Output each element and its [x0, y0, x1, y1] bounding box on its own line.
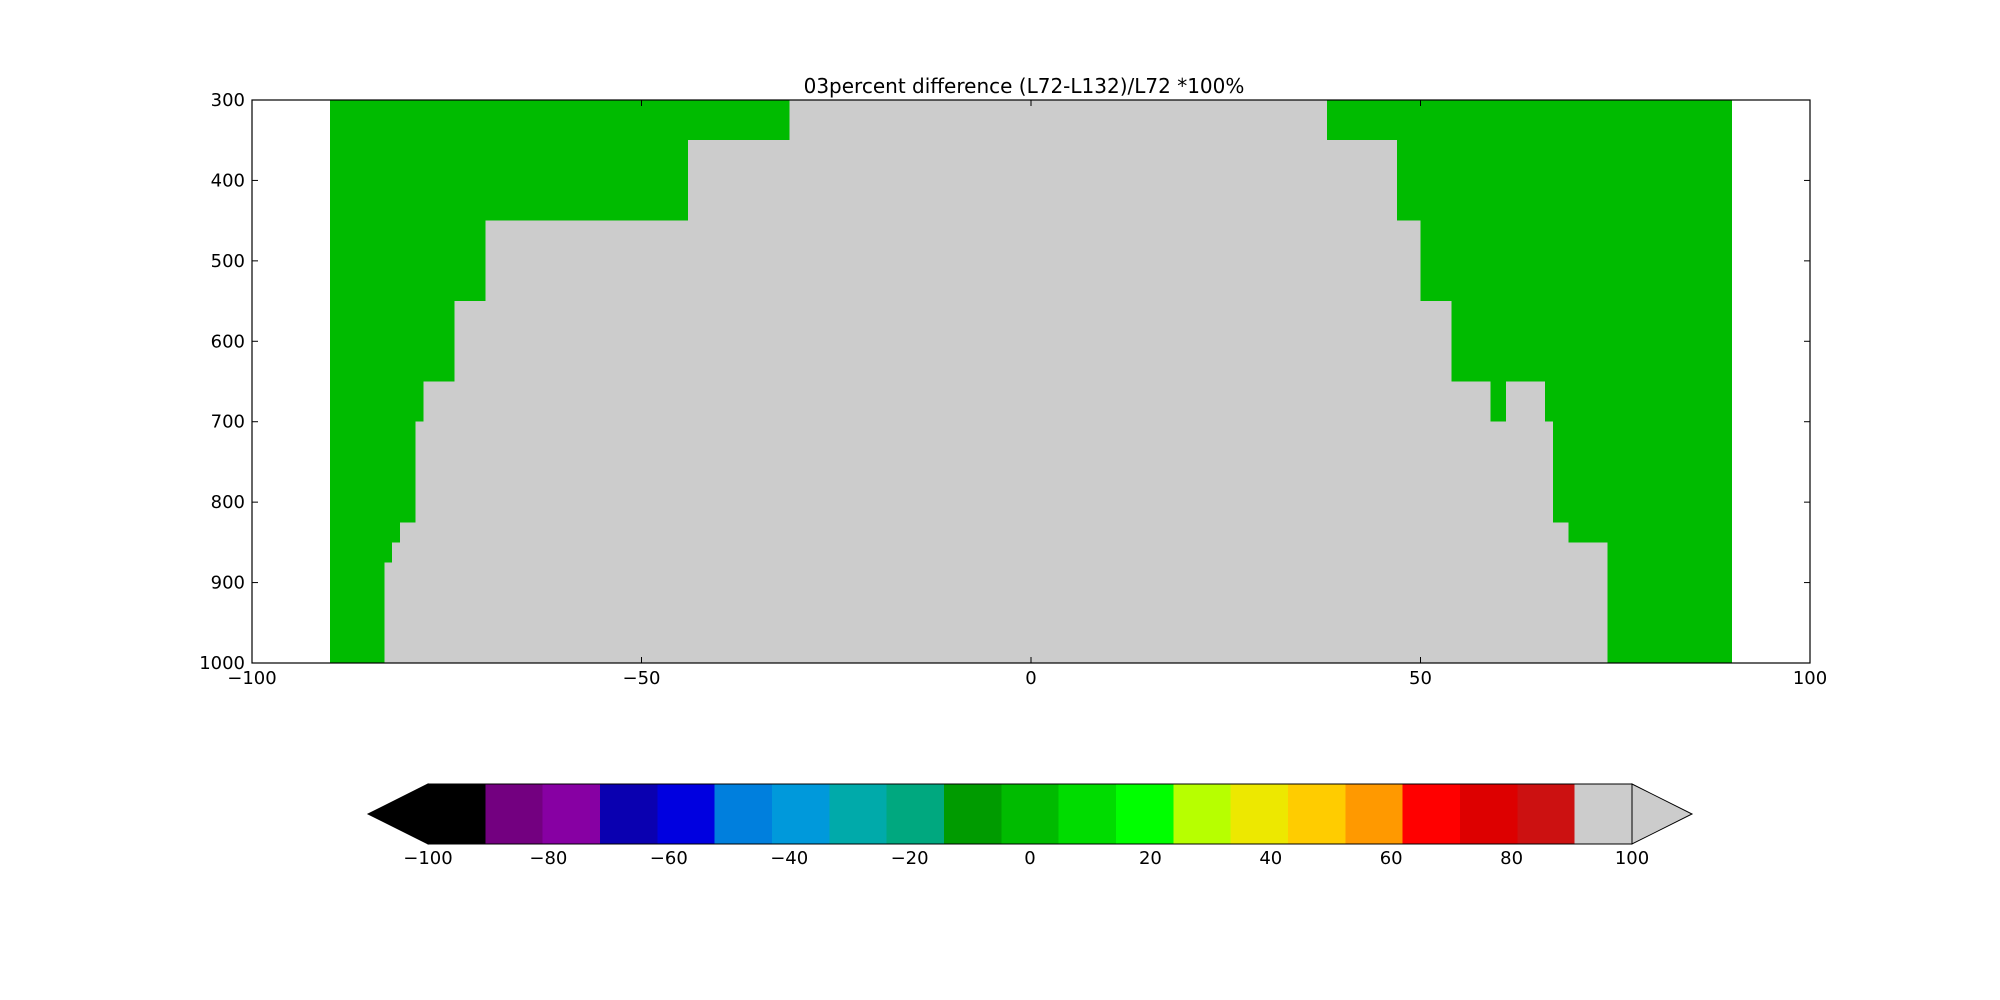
y-tick-label: 1000 [199, 653, 245, 674]
colorbar-segment [428, 784, 486, 844]
colorbar-segment [1288, 784, 1346, 844]
x-tick-label: 0 [1025, 668, 1036, 689]
colorbar-segment [542, 784, 601, 844]
colorbar-tick-label: 60 [1380, 848, 1403, 869]
colorbar-tick-label: 100 [1615, 848, 1649, 869]
colorbar-tick-label: 20 [1139, 848, 1162, 869]
region-green-island-0 [1490, 381, 1507, 422]
region-above-100-band-5 [415, 421, 1553, 523]
y-axis: 300 400 500 600 700 800 900 1000 [199, 90, 1810, 674]
colorbar-extend-over [1631, 783, 1694, 845]
chart-title: 03percent difference (L72-L132)/L72 *100… [804, 74, 1245, 98]
y-tick-label: 900 [211, 573, 245, 594]
colorbar-segment [1001, 784, 1060, 844]
region-above-100-band-1 [688, 140, 1398, 222]
colorbar: −100 −80 −60 −40 −20 0 20 40 60 80 100 [366, 783, 1694, 869]
colorbar-segment [657, 784, 716, 844]
y-tick-label: 500 [211, 251, 245, 272]
x-tick-label: −50 [623, 668, 661, 689]
colorbar-tick-label: −80 [529, 848, 567, 869]
y-tick-label: 300 [211, 90, 245, 111]
colorbar-segment [1402, 784, 1461, 844]
colorbar-segment [1460, 784, 1518, 844]
region-above-100-band-0 [789, 100, 1328, 141]
colorbar-segment [714, 784, 773, 844]
colorbar-tick-label: 80 [1500, 848, 1523, 869]
colorbar-segment [485, 784, 544, 844]
colorbar-segment [1574, 784, 1633, 844]
colorbar-tick-label: 0 [1024, 848, 1035, 869]
colorbar-tick-label: −40 [770, 848, 808, 869]
x-tick-label: 50 [1409, 668, 1432, 689]
colorbar-tick-label: 40 [1259, 848, 1282, 869]
colorbar-segment [772, 784, 830, 844]
x-tick-label: 100 [1793, 668, 1827, 689]
region-above-100-band-8 [384, 562, 1608, 664]
colorbar-segment [944, 784, 1002, 844]
region-above-100-band-7 [392, 542, 1608, 563]
colorbar-tick-label: −100 [403, 848, 452, 869]
colorbar-segment [886, 784, 945, 844]
heatmap-layer [329, 100, 1733, 664]
colorbar-segment [1173, 784, 1232, 844]
x-tick-label: −100 [227, 668, 276, 689]
colorbar-segment [1058, 784, 1117, 844]
colorbar-segment [1517, 784, 1576, 844]
colorbar-segment [600, 784, 658, 844]
region-above-100-band-6 [400, 522, 1569, 543]
y-tick-label: 400 [211, 170, 245, 191]
y-tick-label: 600 [211, 331, 245, 352]
colorbar-segment [1230, 784, 1289, 844]
colorbar-frame [427, 783, 1633, 845]
colorbar-tick-label: −60 [650, 848, 688, 869]
colorbar-segment [1116, 784, 1174, 844]
region-above-100-band-2 [485, 220, 1421, 302]
region-above-100-band-4 [423, 381, 1546, 423]
x-axis: −100 −50 0 50 100 [227, 100, 1827, 689]
colorbar-extend-under [366, 783, 429, 845]
y-tick-label: 800 [211, 492, 245, 513]
region-above-100-band-3 [454, 301, 1452, 382]
colorbar-segment [1345, 784, 1404, 844]
plot-area: −100 −50 0 50 100 300 400 500 600 700 800 900 1000 [199, 90, 1827, 689]
colorbar-segment [829, 784, 888, 844]
y-tick-label: 700 [211, 412, 245, 433]
colorbar-tick-label: −20 [891, 848, 929, 869]
